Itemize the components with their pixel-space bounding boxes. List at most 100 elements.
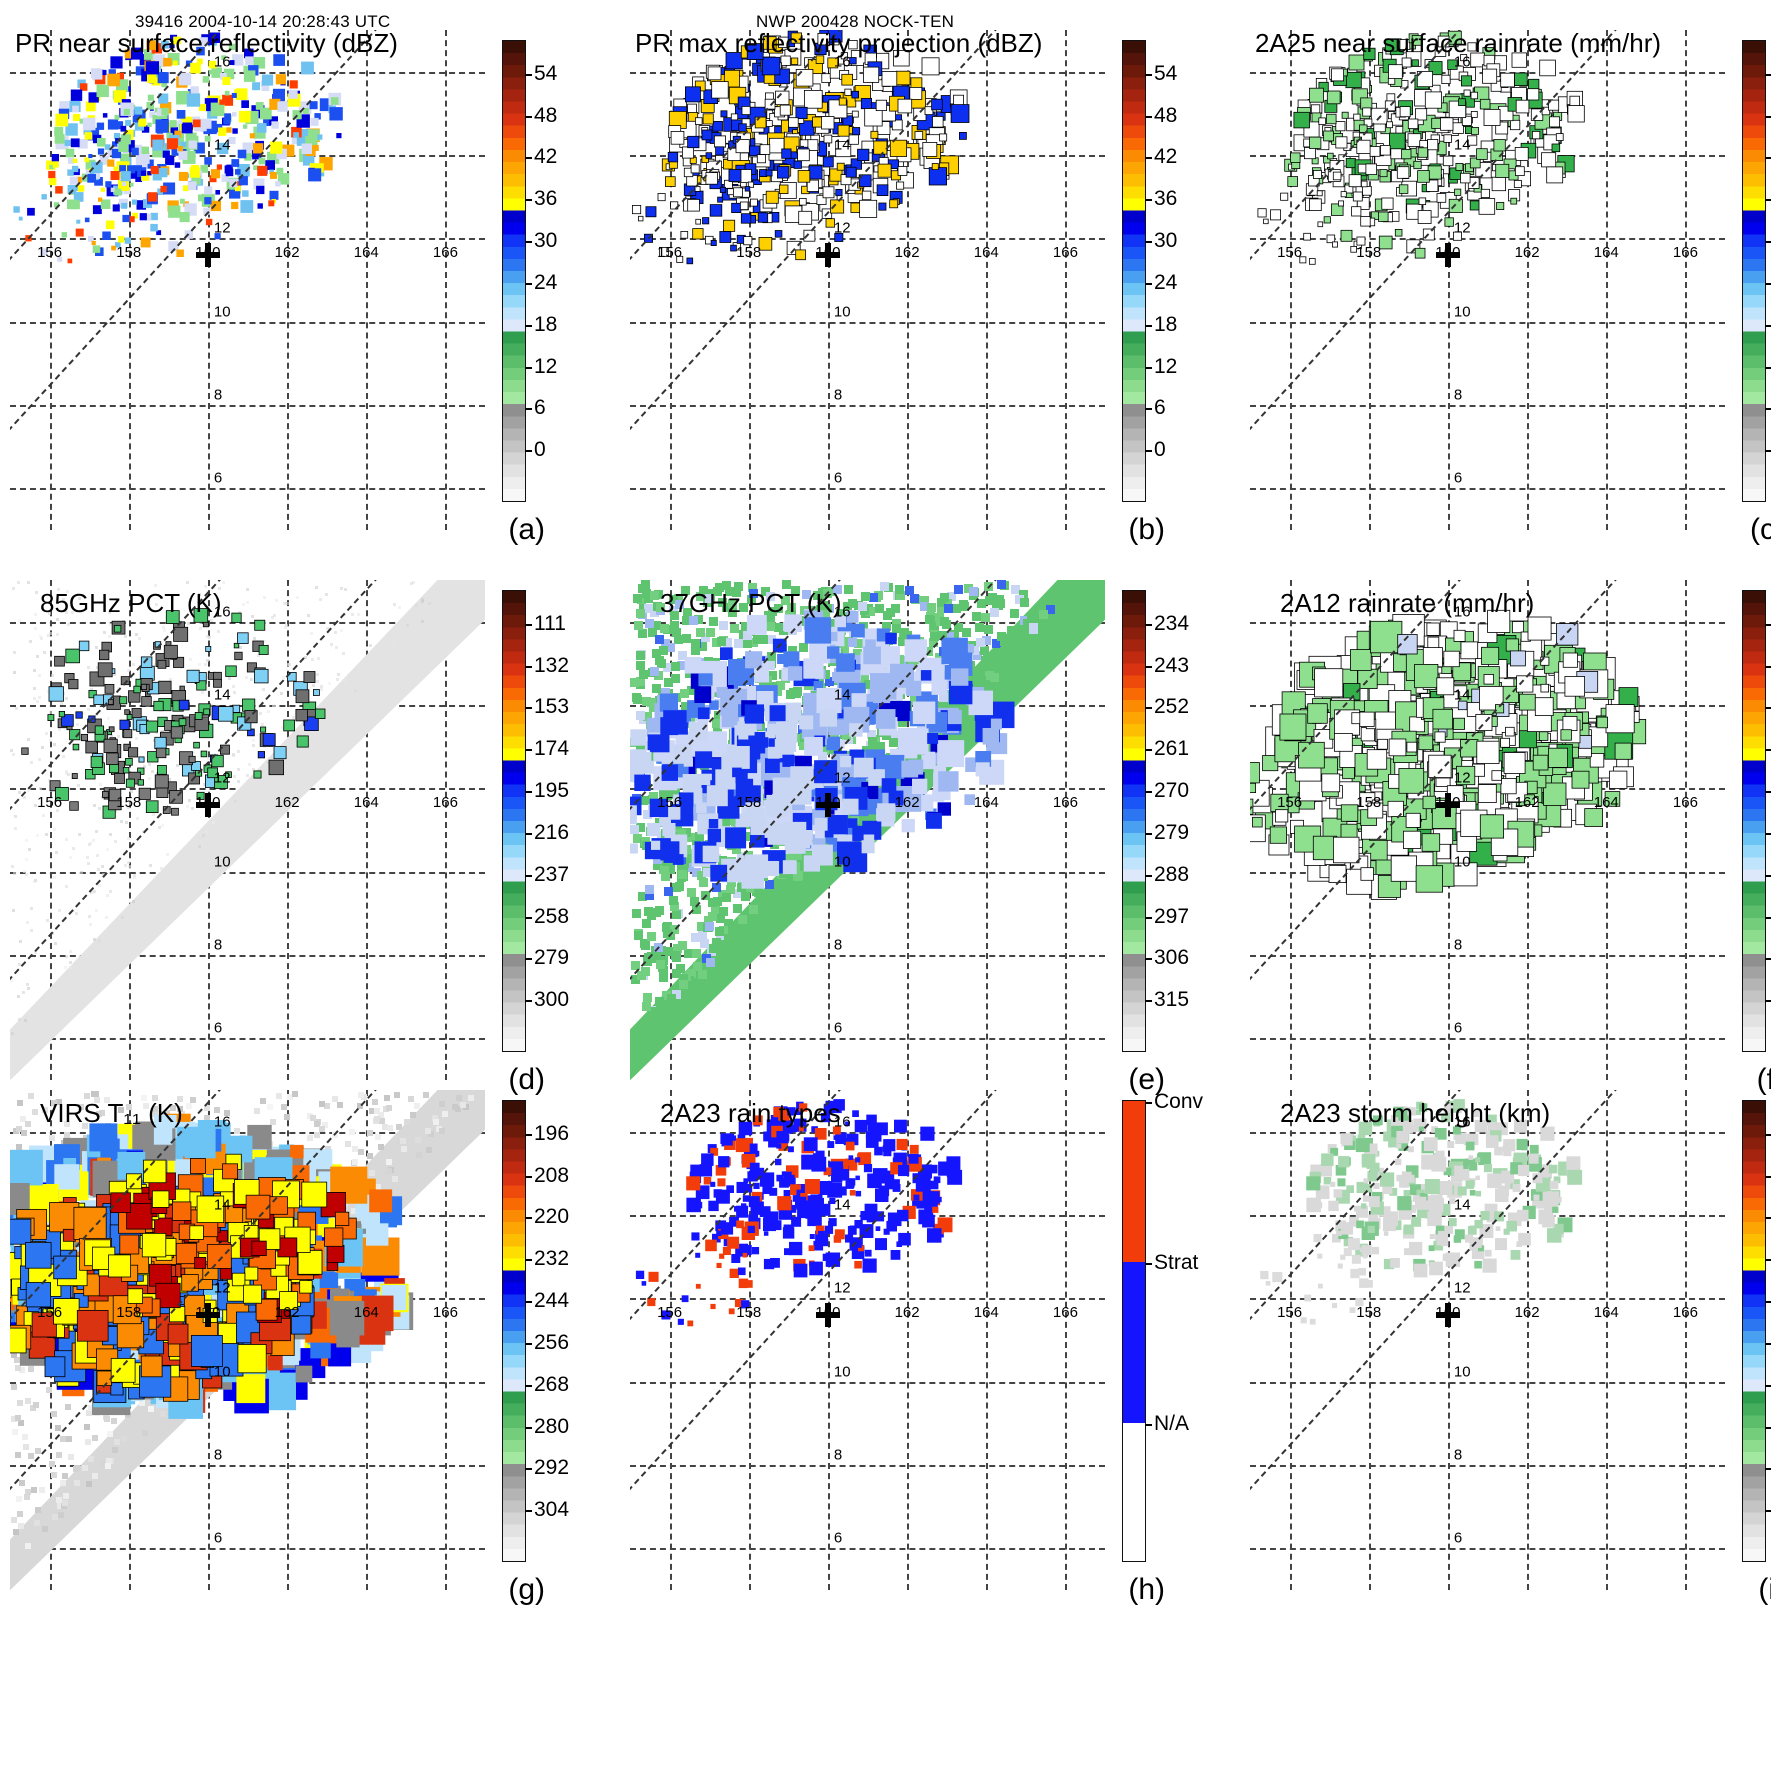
- grid-line-horizontal: [10, 405, 485, 407]
- colorbar-tick: [525, 1301, 532, 1304]
- plot-area-a[interactable]: 156 158 160 162 164 166 16 14 12 10 8 6: [10, 30, 485, 530]
- colorbar-label: 252: [1154, 695, 1190, 719]
- grid-line-vertical: [1065, 30, 1068, 530]
- plot-area-e[interactable]: 156 158 160 162 164 166 16 14 12 10 8 6: [630, 580, 1105, 1080]
- colorbar-tick: [525, 1217, 532, 1220]
- x-tick-label: 162: [1514, 244, 1540, 262]
- colorbar-label: 54: [1154, 61, 1178, 85]
- plot-area-i[interactable]: 156 158 160 162 164 166 16 14 12 10 8 6: [1250, 1090, 1725, 1590]
- y-tick-label: 16: [833, 53, 851, 71]
- panel-title-b: PR max reflectivity projection (dBZ): [635, 28, 1043, 58]
- grid-line-vertical: [986, 1090, 989, 1590]
- grid-line-vertical: [1065, 580, 1068, 1080]
- plot-area-d[interactable]: 156 158 160 162 164 166 16 14 12 10 8 6: [10, 580, 485, 1080]
- colorbar-tick: [1765, 1342, 1771, 1345]
- panel-g: VIRS T₁₁ (K) 156 158 160 162 164 166 16 14 12 10 8 6…: [10, 1090, 569, 1635]
- colorbar-tick: [1765, 1384, 1771, 1387]
- grid-line-vertical: [1065, 1090, 1068, 1590]
- y-tick-label: 6: [833, 1529, 843, 1547]
- colorbar-label: 48: [1154, 103, 1178, 127]
- colorbar-i: 18.016.014.012.010.08.06.04.02.00.0: [1742, 1100, 1771, 1562]
- colorbar-tick: [1145, 749, 1152, 752]
- colorbar-a: 54 48 42 36 30 24 18 12 6 0: [502, 40, 562, 502]
- grid-line-vertical: [207, 30, 210, 530]
- x-tick-label: 164: [353, 1304, 379, 1322]
- grid-line-vertical: [366, 30, 369, 530]
- panel-a: PR near surface reflectivity (dBZ) 156 158…: [10, 28, 557, 575]
- colorbar-label: 36: [534, 187, 558, 211]
- colorbar-tick: [1765, 1259, 1771, 1262]
- panel-c: 2A25 near surface rainrate (mm/hr) 156 158…: [1250, 28, 1771, 575]
- y-tick-label: 12: [213, 769, 231, 787]
- panel-letter-e: (e): [1128, 1063, 1165, 1096]
- y-tick-label: 8: [213, 386, 223, 404]
- grid-line-horizontal: [10, 238, 485, 241]
- plot-area-c[interactable]: 156 158 160 162 164 166 16 14 12 10 8 6: [1250, 30, 1725, 530]
- grid-line-vertical: [1606, 1090, 1609, 1590]
- x-tick-label: 166: [432, 244, 458, 262]
- colorbar-label: 30: [534, 229, 558, 253]
- grid-line-vertical: [1685, 580, 1688, 1080]
- colorbar-tick: [1765, 1217, 1771, 1220]
- colorbar-label: 268: [534, 1372, 570, 1396]
- panel-d: 85GHz PCT (K) 156 158 160 162 164 166 16 14 12 10 8…: [10, 580, 569, 1125]
- colorbar-tick: [1765, 1426, 1771, 1429]
- colorbar-label: 216: [534, 820, 570, 844]
- grid-line-horizontal: [1250, 871, 1725, 874]
- grid-line-vertical: [1606, 580, 1609, 1080]
- colorbar-tick: [525, 1175, 532, 1178]
- plot-area-f[interactable]: 156 158 160 162 164 166 16 14 12 10 8 6: [1250, 580, 1725, 1080]
- x-tick-label: 162: [894, 1304, 920, 1322]
- colorbar-label: 12: [534, 354, 558, 378]
- plot-area-g[interactable]: 156 158 160 162 164 166 16 14 12 10 8 6: [10, 1090, 485, 1590]
- colorbar-label: 279: [1154, 820, 1190, 844]
- overpass-header: 39416 2004-10-14 20:28:43 UTC: [135, 12, 391, 31]
- colorbar-gradient: [1742, 40, 1766, 502]
- colorbar-tick: [1145, 1424, 1152, 1426]
- colorbar-tick: [1145, 665, 1152, 668]
- colorbar-tick: [525, 665, 532, 668]
- x-tick-label: 162: [1514, 1304, 1540, 1322]
- colorbar-tick: [525, 282, 532, 285]
- colorbar-gradient: [502, 590, 526, 1052]
- colorbar-tick: [1765, 958, 1771, 961]
- grid-line-horizontal: [1250, 1548, 1725, 1551]
- colorbar-tick: [525, 958, 532, 961]
- colorbar-tick: [1145, 73, 1152, 76]
- colorbar-tick: [1765, 1301, 1771, 1304]
- x-tick-label: 164: [973, 794, 999, 812]
- colorbar-tick: [1765, 241, 1771, 244]
- colorbar-tick: [525, 408, 532, 411]
- colorbar-tick: [525, 115, 532, 118]
- x-tick-label: 166: [1672, 244, 1698, 262]
- colorbar-label: 48: [534, 103, 558, 127]
- colorbar-tick: [1765, 408, 1771, 411]
- plot-area-h[interactable]: 156 158 160 162 164 166 16 14 12 10 8 6: [630, 1090, 1105, 1590]
- colorbar-label: 111: [534, 611, 566, 635]
- colorbar-tick: [1145, 791, 1152, 794]
- y-tick-label: 16: [1453, 1113, 1471, 1131]
- colorbar-label: 24: [534, 270, 558, 294]
- colorbar-tick: [1765, 366, 1771, 369]
- x-tick-label: 156: [37, 1304, 63, 1322]
- y-tick-label: 8: [833, 936, 843, 954]
- colorbar-tick: [1765, 73, 1771, 76]
- grid-line-horizontal: [1250, 488, 1725, 491]
- x-tick-label: 166: [1672, 1304, 1698, 1322]
- y-tick-label: 6: [833, 1019, 843, 1037]
- colorbar-gradient: [1122, 1100, 1146, 1562]
- grid-line-vertical: [128, 30, 131, 530]
- x-tick-label: 166: [432, 794, 458, 812]
- colorbar-tick: [1765, 916, 1771, 919]
- colorbar-tick: [1765, 324, 1771, 327]
- x-tick-label: 158: [116, 1304, 142, 1322]
- colorbar-label: 36: [1154, 187, 1178, 211]
- colorbar-gradient: [1122, 590, 1146, 1052]
- data-layer-c: [1257, 30, 1585, 265]
- plot-area-b[interactable]: 156 158 160 162 164 166 16 14 12 10 8 6: [630, 30, 1105, 530]
- colorbar-label: 220: [534, 1205, 570, 1229]
- colorbar-label: 0: [534, 438, 546, 462]
- grid-line-vertical: [748, 580, 751, 1080]
- colorbar-label: 304: [534, 1498, 570, 1522]
